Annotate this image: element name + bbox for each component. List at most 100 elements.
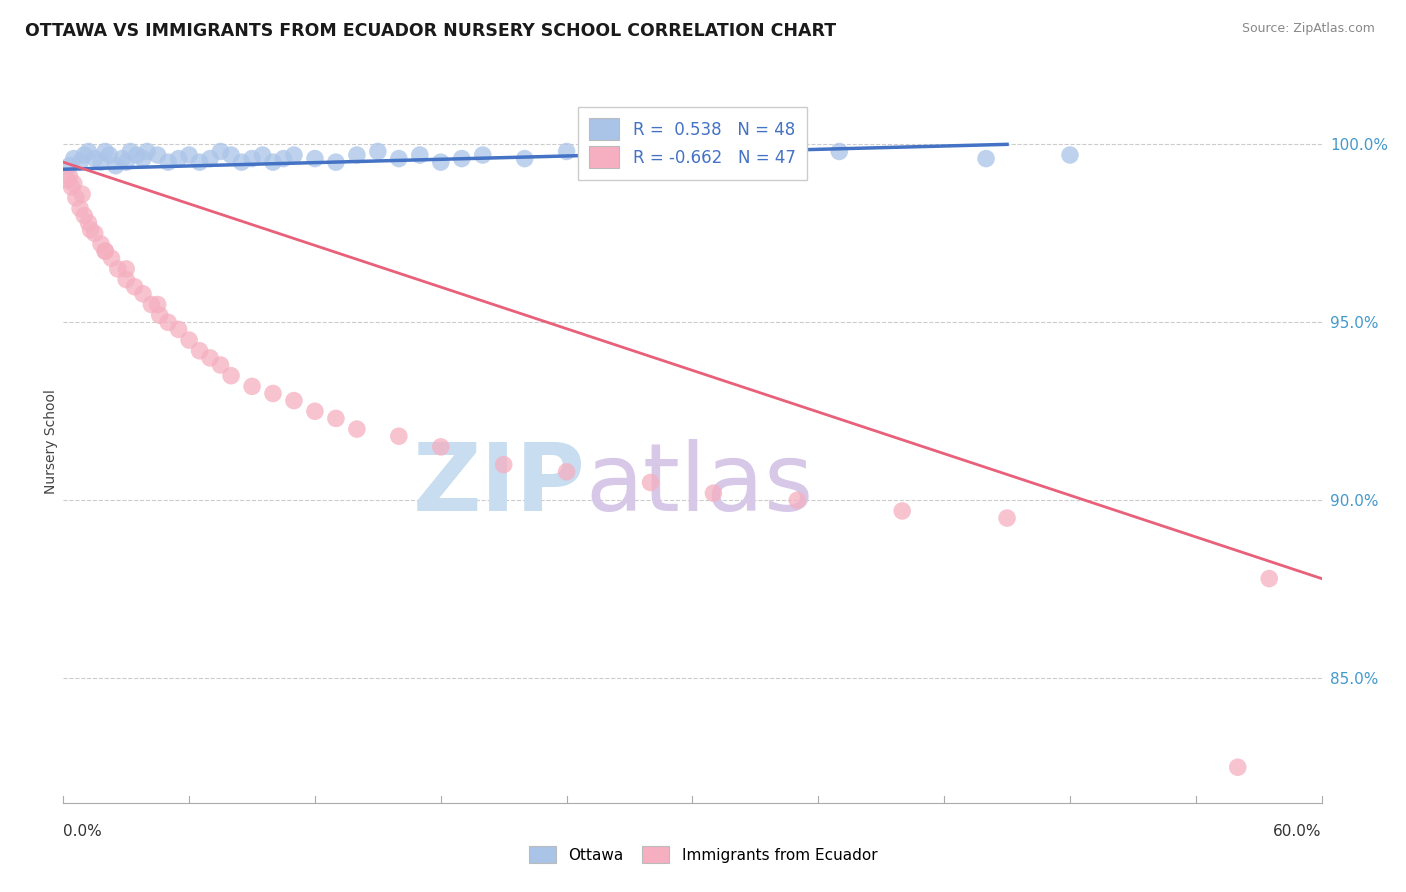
- Point: [325, 411, 347, 425]
- Text: 0.0%: 0.0%: [63, 824, 103, 839]
- Point: [94, 244, 117, 259]
- Point: [744, 155, 766, 169]
- Point: [388, 429, 411, 443]
- Point: [94, 145, 117, 159]
- Text: atlas: atlas: [585, 439, 814, 531]
- Point: [702, 148, 724, 162]
- Point: [120, 145, 142, 159]
- Point: [69, 202, 91, 216]
- Point: [262, 155, 284, 169]
- Point: [219, 368, 242, 383]
- Point: [409, 148, 432, 162]
- Point: [146, 148, 169, 162]
- Point: [146, 297, 169, 311]
- Point: [367, 145, 389, 159]
- Point: [492, 458, 515, 472]
- Text: OTTAWA VS IMMIGRANTS FROM ECUADOR NURSERY SCHOOL CORRELATION CHART: OTTAWA VS IMMIGRANTS FROM ECUADOR NURSER…: [25, 22, 837, 40]
- Point: [94, 244, 117, 259]
- Legend: Ottawa, Immigrants from Ecuador: Ottawa, Immigrants from Ecuador: [522, 838, 884, 871]
- Point: [430, 440, 453, 454]
- Point: [346, 422, 368, 436]
- Point: [555, 145, 578, 159]
- Point: [513, 152, 536, 166]
- Point: [786, 493, 808, 508]
- Text: Source: ZipAtlas.com: Source: ZipAtlas.com: [1241, 22, 1375, 36]
- Point: [73, 148, 96, 162]
- Point: [90, 155, 112, 169]
- Point: [1059, 148, 1081, 162]
- Point: [77, 216, 100, 230]
- Point: [1258, 572, 1281, 586]
- Point: [70, 187, 93, 202]
- Point: [240, 379, 263, 393]
- Point: [283, 393, 305, 408]
- Point: [219, 148, 242, 162]
- Point: [598, 148, 620, 162]
- Point: [62, 152, 84, 166]
- Point: [98, 148, 121, 162]
- Point: [111, 152, 134, 166]
- Point: [640, 152, 662, 166]
- Point: [58, 169, 80, 184]
- Point: [471, 148, 494, 162]
- Point: [252, 148, 274, 162]
- Point: [304, 152, 326, 166]
- Point: [1226, 760, 1249, 774]
- Point: [79, 223, 101, 237]
- Point: [149, 308, 172, 322]
- Point: [132, 152, 155, 166]
- Point: [188, 343, 211, 358]
- Point: [974, 152, 997, 166]
- Point: [177, 148, 200, 162]
- Point: [58, 159, 80, 173]
- Point: [231, 155, 253, 169]
- Point: [104, 159, 127, 173]
- Point: [891, 504, 914, 518]
- Point: [167, 322, 190, 336]
- Text: ZIP: ZIP: [412, 439, 585, 531]
- Point: [132, 286, 155, 301]
- Point: [60, 180, 83, 194]
- Y-axis label: Nursery School: Nursery School: [44, 389, 58, 494]
- Point: [555, 465, 578, 479]
- Point: [83, 152, 105, 166]
- Point: [450, 152, 472, 166]
- Text: 60.0%: 60.0%: [1274, 824, 1322, 839]
- Point: [157, 315, 180, 329]
- Point: [136, 145, 159, 159]
- Point: [115, 155, 138, 169]
- Point: [198, 351, 221, 365]
- Point: [209, 358, 232, 372]
- Point: [77, 145, 100, 159]
- Point: [240, 152, 263, 166]
- Point: [640, 475, 662, 490]
- Point: [304, 404, 326, 418]
- Point: [167, 152, 190, 166]
- Point: [65, 191, 87, 205]
- Point: [388, 152, 411, 166]
- Point: [83, 227, 105, 241]
- Point: [273, 152, 295, 166]
- Point: [100, 252, 122, 266]
- Point: [56, 173, 79, 187]
- Point: [346, 148, 368, 162]
- Point: [124, 279, 146, 293]
- Point: [157, 155, 180, 169]
- Point: [141, 297, 163, 311]
- Point: [262, 386, 284, 401]
- Point: [188, 155, 211, 169]
- Point: [69, 155, 91, 169]
- Point: [209, 145, 232, 159]
- Point: [325, 155, 347, 169]
- Point: [430, 155, 453, 169]
- Point: [283, 148, 305, 162]
- Point: [90, 237, 112, 252]
- Point: [828, 145, 851, 159]
- Point: [995, 511, 1018, 525]
- Point: [177, 333, 200, 347]
- Point: [115, 272, 138, 286]
- Point: [73, 209, 96, 223]
- Point: [125, 148, 148, 162]
- Point: [107, 261, 129, 276]
- Legend: R =  0.538   N = 48, R = -0.662   N = 47: R = 0.538 N = 48, R = -0.662 N = 47: [578, 107, 807, 179]
